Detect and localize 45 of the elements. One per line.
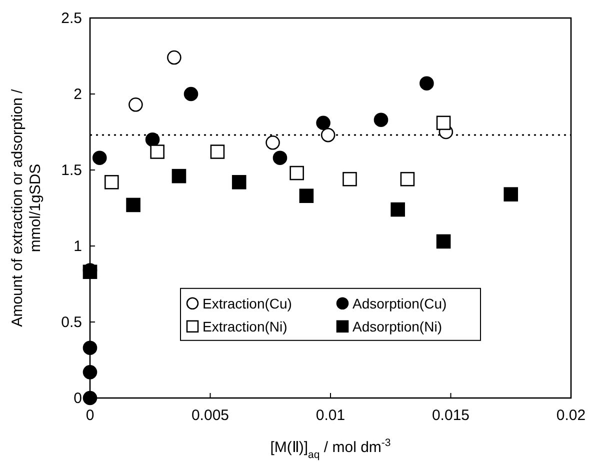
point — [82, 340, 98, 355]
x-tick-label: 0 — [86, 407, 94, 424]
y-axis-title: Amount of extraction or adsorption / mmol/1gSDS — [9, 88, 44, 327]
x-tick-label: 0.015 — [432, 407, 470, 424]
point — [400, 172, 415, 186]
point — [320, 128, 336, 142]
point — [167, 50, 182, 65]
point — [92, 150, 107, 165]
legend-label: Adsorption(Ni) — [352, 318, 442, 334]
point — [299, 188, 314, 203]
point — [104, 175, 119, 190]
y-tick-label: 1.5 — [61, 162, 82, 179]
point — [82, 390, 98, 406]
x-tick-label: 0.01 — [316, 407, 346, 424]
point — [128, 97, 143, 112]
point — [420, 76, 434, 91]
point — [172, 168, 186, 184]
y-tick-label: 1 — [74, 238, 82, 255]
y-tick-label: 2.5 — [61, 10, 82, 27]
point — [210, 144, 225, 159]
y-tick-label: 0 — [74, 390, 82, 407]
x-tick-label: 0.005 — [191, 407, 230, 424]
point — [374, 112, 388, 127]
point — [232, 175, 246, 190]
point — [126, 198, 140, 212]
x-tick-label: 0.02 — [556, 407, 586, 424]
y-tick-label: 0.5 — [61, 314, 82, 331]
legend-label: Extraction(Ni) — [202, 318, 288, 334]
point — [290, 166, 304, 180]
y-tick-label: 2 — [74, 86, 82, 103]
point — [145, 132, 160, 147]
point — [272, 150, 288, 165]
point — [504, 187, 518, 202]
point — [390, 202, 405, 217]
point — [436, 116, 451, 130]
point — [184, 86, 198, 102]
legend-label: Extraction(Cu) — [202, 295, 292, 312]
point — [266, 135, 280, 150]
point — [436, 234, 451, 249]
point — [82, 365, 98, 380]
x-axis-title: [M(Ⅱ)]$_{aq}$ / mol dm$^{-3}$ — [270, 437, 391, 461]
legend-label: Adsorption(Cu) — [352, 295, 447, 312]
point — [150, 144, 164, 159]
point — [342, 172, 357, 186]
point — [316, 116, 330, 130]
